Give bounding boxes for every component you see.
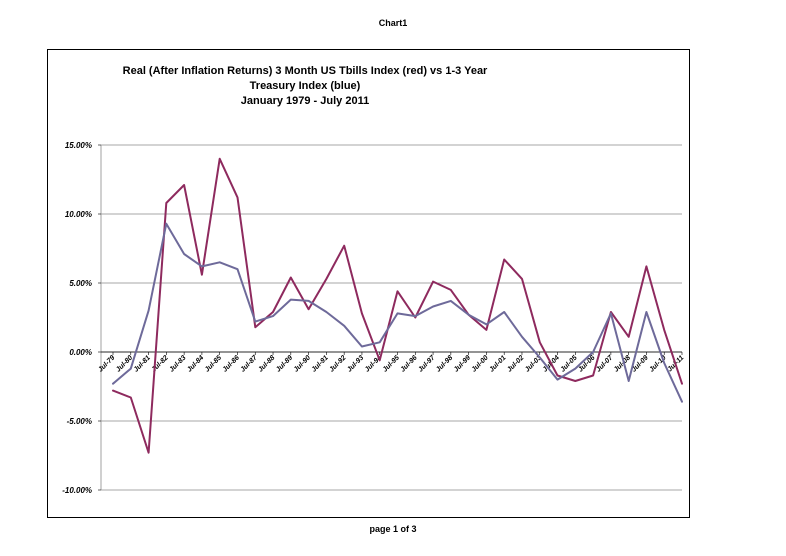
x-tick-label: Jul-01: [488, 354, 507, 373]
page-footer: page 1 of 3: [369, 524, 417, 534]
chart-title-line-3: January 1979 - July 2011: [240, 95, 370, 107]
x-tick-label: Jul-90: [293, 354, 312, 373]
series-line-1: [112, 157, 683, 454]
x-tick-label: Jul-98: [435, 354, 454, 373]
x-tick-label: Jul-89: [275, 354, 294, 373]
x-tick-label: Jul-00: [471, 354, 490, 373]
series-line-2: [112, 222, 683, 403]
page-header: Chart1: [378, 18, 408, 28]
x-tick-label: Jul-81: [133, 354, 152, 373]
y-tick-label: -10.00%: [62, 486, 92, 495]
x-tick-label: Jul-82: [151, 354, 170, 373]
chart-frame: [47, 49, 690, 518]
x-tick-label: Jul-02: [506, 354, 525, 373]
x-tick-label: Jul-79: [97, 354, 116, 373]
chart-title-line-1: Real (After Inflation Returns) 3 Month U…: [122, 65, 488, 77]
y-tick-label: -5.00%: [67, 417, 92, 426]
x-tick-label: Jul-91: [311, 354, 330, 373]
series-lines: [112, 157, 683, 454]
y-tick-label: 0.00%: [69, 348, 92, 357]
x-tick-label: Jul-93: [346, 354, 365, 373]
chart-title: Real (After Inflation Returns) 3 Month U…: [95, 64, 515, 109]
x-tick-label: Jul-84: [186, 354, 205, 373]
x-tick-label: Jul-97: [417, 354, 437, 374]
x-tick-label: Jul-83: [168, 354, 187, 373]
x-tick-label: Jul-86: [222, 354, 241, 373]
x-tick-label: Jul-85: [204, 354, 223, 373]
y-tick-labels: -10.00% -5.00% 0.00% 5.00% 10.00% 15.00%: [62, 141, 92, 495]
x-tick-label: Jul-05: [559, 354, 578, 373]
x-tick-label: Jul-95: [382, 354, 401, 373]
x-tick-label: Jul-87: [239, 354, 259, 374]
y-tick-label: 10.00%: [65, 210, 92, 219]
x-tick-label: Jul-92: [328, 354, 347, 373]
x-tick-label: Jul-96: [399, 354, 418, 373]
y-tick-label: 15.00%: [65, 141, 92, 150]
x-tick-label: Jul-88: [257, 354, 276, 373]
y-tick-label: 5.00%: [69, 279, 92, 288]
axes: [98, 144, 683, 491]
x-tick-label: Jul-99: [453, 354, 472, 373]
chart-title-line-2: Treasury Index (blue): [249, 80, 361, 92]
